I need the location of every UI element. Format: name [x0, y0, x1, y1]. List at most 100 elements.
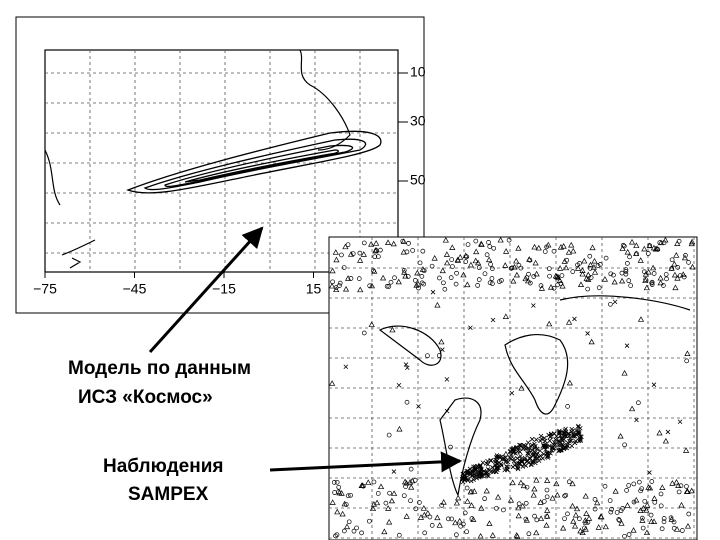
marker	[686, 511, 692, 517]
marker	[486, 520, 493, 526]
marker	[608, 271, 614, 277]
marker	[585, 276, 592, 282]
marker	[607, 498, 613, 503]
marker	[449, 244, 456, 250]
marker	[442, 286, 448, 292]
marker	[434, 514, 441, 521]
marker	[682, 447, 690, 453]
marker	[565, 249, 573, 255]
marker	[566, 431, 571, 437]
marker	[333, 533, 338, 539]
marker	[386, 284, 392, 289]
marker	[406, 240, 411, 246]
marker	[467, 261, 475, 268]
marker	[531, 243, 538, 250]
marker	[419, 266, 427, 272]
marker	[686, 260, 691, 265]
marker	[642, 270, 649, 277]
marker	[576, 431, 582, 436]
marker	[449, 516, 454, 522]
marker	[468, 325, 473, 331]
marker	[569, 443, 575, 449]
marker	[659, 484, 666, 490]
marker	[490, 317, 496, 323]
marker	[640, 525, 646, 531]
marker	[594, 499, 601, 506]
marker	[530, 491, 537, 498]
marker	[523, 517, 530, 523]
marker	[429, 523, 435, 528]
marker	[448, 444, 453, 450]
marker	[367, 283, 373, 289]
marker	[611, 278, 618, 285]
marker	[390, 240, 397, 247]
x-tick-label: −75	[33, 281, 57, 297]
marker	[557, 439, 563, 444]
marker	[672, 284, 679, 291]
marker	[489, 276, 495, 281]
marker	[673, 478, 680, 485]
marker	[608, 301, 613, 307]
marker	[554, 491, 561, 498]
marker	[328, 282, 336, 289]
marker	[345, 493, 351, 499]
marker	[457, 254, 464, 260]
marker	[684, 358, 690, 364]
marker	[649, 279, 655, 285]
marker	[417, 260, 423, 266]
marker	[524, 458, 530, 464]
marker	[372, 254, 378, 260]
marker	[528, 444, 534, 449]
marker	[649, 479, 655, 484]
marker	[390, 490, 398, 496]
marker	[453, 281, 459, 287]
marker	[674, 240, 681, 246]
marker	[646, 484, 654, 491]
marker	[631, 481, 637, 487]
marker	[449, 257, 455, 262]
marker	[497, 279, 502, 284]
marker	[336, 489, 341, 495]
marker	[542, 444, 547, 450]
marker	[424, 509, 431, 516]
marker	[554, 274, 562, 281]
marker	[484, 461, 489, 466]
marker	[528, 462, 534, 467]
marker	[587, 253, 593, 259]
marker	[576, 516, 582, 522]
marker	[644, 501, 651, 508]
marker	[413, 506, 419, 512]
marker	[531, 452, 537, 458]
marker	[508, 266, 514, 271]
marker	[354, 525, 359, 531]
marker	[577, 281, 585, 288]
marker	[460, 271, 467, 278]
marker	[573, 505, 581, 512]
marker	[671, 519, 677, 525]
marker	[662, 236, 669, 243]
marker	[567, 435, 573, 441]
marker	[414, 269, 421, 276]
marker	[547, 273, 552, 279]
marker	[430, 289, 436, 295]
marker	[419, 274, 425, 279]
marker	[619, 245, 626, 251]
marker	[634, 417, 639, 423]
marker	[408, 498, 413, 504]
marker	[591, 257, 598, 264]
marker	[520, 464, 526, 469]
annotation-text: Наблюдения	[103, 456, 223, 477]
marker	[678, 483, 684, 489]
marker	[551, 248, 557, 254]
marker	[518, 453, 523, 459]
marker	[502, 467, 507, 473]
marker	[624, 343, 630, 348]
marker	[405, 365, 410, 371]
marker	[577, 527, 584, 534]
marker	[332, 249, 339, 255]
marker	[337, 280, 343, 286]
marker	[684, 484, 689, 489]
marker	[628, 238, 636, 245]
marker	[560, 524, 567, 531]
